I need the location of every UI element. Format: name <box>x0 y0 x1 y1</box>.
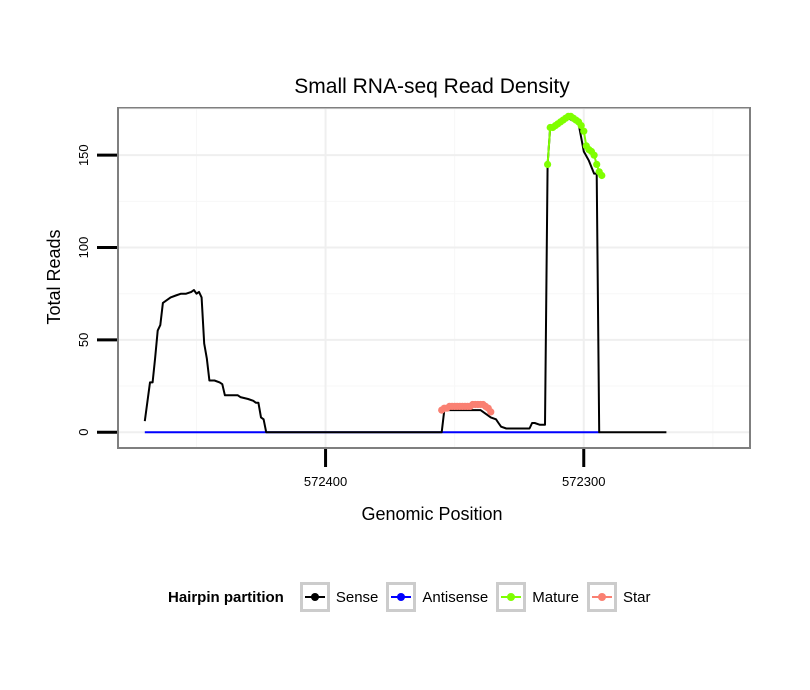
legend-item-star: Star <box>586 582 651 612</box>
legend-label: Mature <box>532 588 579 606</box>
legend-title: Hairpin partition <box>168 588 284 606</box>
legend-label: Sense <box>335 588 379 606</box>
data-point-star <box>487 408 495 416</box>
data-point-mature <box>580 127 588 135</box>
legend-label: Star <box>622 588 651 606</box>
y-tick-label: 0 <box>76 429 91 436</box>
legend-key <box>496 582 527 612</box>
y-axis-label: Total Reads <box>44 229 64 324</box>
y-tick-label: 100 <box>76 237 91 259</box>
legend-item-sense: Sense <box>299 582 379 612</box>
legend-items: Sense Antisense Mature Star <box>299 582 659 612</box>
legend-item-antisense: Antisense <box>386 582 488 612</box>
data-point-mature <box>593 160 601 168</box>
legend: Hairpin partition Sense Antisense Mature St… <box>168 580 658 614</box>
legend-key <box>386 582 417 612</box>
legend-item-mature: Mature <box>496 582 579 612</box>
data-point-mature <box>577 122 585 130</box>
data-point-mature <box>590 151 598 159</box>
series-layer <box>143 112 667 434</box>
legend-label: Antisense <box>422 588 489 606</box>
data-point-mature <box>544 160 552 168</box>
x-tick-label: 572300 <box>562 474 605 489</box>
x-axis-label: Genomic Position <box>361 504 502 524</box>
legend-key <box>586 582 617 612</box>
y-tick-label: 150 <box>76 144 91 166</box>
data-point-mature <box>598 171 606 180</box>
x-tick-label: 572400 <box>304 474 347 489</box>
legend-key <box>299 582 330 612</box>
y-tick-label: 50 <box>76 333 91 347</box>
chart-title: Small RNA-seq Read Density <box>294 75 570 98</box>
plot-panel <box>117 107 751 449</box>
axes: 0 50 100 150 572400 572300 <box>76 144 605 489</box>
